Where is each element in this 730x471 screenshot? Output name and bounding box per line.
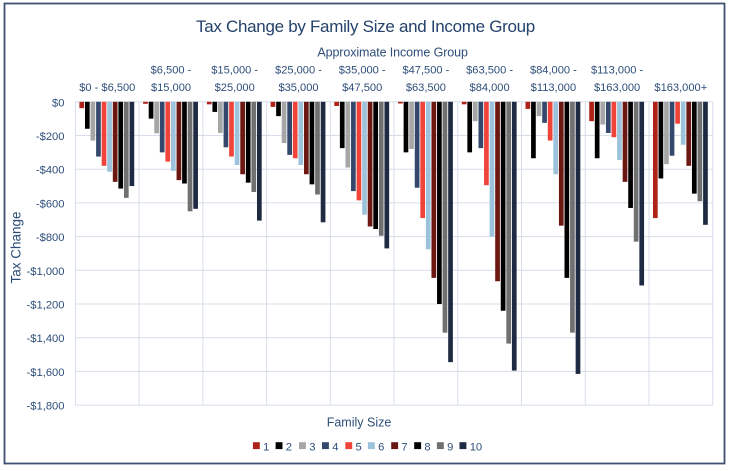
svg-text:$163,000+: $163,000+ xyxy=(654,82,707,94)
svg-text:10: 10 xyxy=(470,442,482,454)
svg-text:-$1,400: -$1,400 xyxy=(27,333,65,345)
svg-text:-$200: -$200 xyxy=(36,131,65,143)
svg-text:$0 - $6,500: $0 - $6,500 xyxy=(79,82,135,94)
svg-text:5: 5 xyxy=(356,442,362,454)
svg-text:4: 4 xyxy=(332,442,338,454)
svg-text:2: 2 xyxy=(286,442,292,454)
svg-text:$35,000: $35,000 xyxy=(278,82,318,94)
svg-text:-$600: -$600 xyxy=(36,198,65,210)
svg-text:$63,500: $63,500 xyxy=(406,82,446,94)
svg-text:-$1,800: -$1,800 xyxy=(27,401,65,413)
svg-text:$15,000 -: $15,000 - xyxy=(211,64,258,76)
svg-text:Tax Change: Tax Change xyxy=(9,211,24,283)
svg-text:-$1,600: -$1,600 xyxy=(27,367,65,379)
svg-text:$84,000: $84,000 xyxy=(470,82,510,94)
svg-text:$47,500: $47,500 xyxy=(342,82,382,94)
svg-text:$163,000: $163,000 xyxy=(594,82,640,94)
svg-text:$35,000 -: $35,000 - xyxy=(339,64,386,76)
svg-text:6: 6 xyxy=(378,442,384,454)
svg-text:$63,500 -: $63,500 - xyxy=(466,64,513,76)
svg-text:Tax Change by Family Size and: Tax Change by Family Size and Income Gro… xyxy=(196,17,535,36)
svg-text:$0: $0 xyxy=(52,97,64,109)
svg-text:$25,000 -: $25,000 - xyxy=(275,64,322,76)
svg-text:-$1,200: -$1,200 xyxy=(27,300,65,312)
svg-text:3: 3 xyxy=(309,442,315,454)
svg-text:8: 8 xyxy=(424,442,430,454)
svg-text:$113,000: $113,000 xyxy=(531,82,576,94)
svg-text:-$800: -$800 xyxy=(36,232,65,244)
svg-text:9: 9 xyxy=(447,442,453,454)
svg-text:Approximate Income Group: Approximate Income Group xyxy=(317,45,468,59)
svg-text:$25,000: $25,000 xyxy=(215,82,255,94)
svg-text:$6,500 -: $6,500 - xyxy=(151,64,192,76)
svg-text:1: 1 xyxy=(263,442,269,454)
svg-text:$15,000: $15,000 xyxy=(151,82,191,94)
svg-text:7: 7 xyxy=(401,442,407,454)
svg-text:$47,500 -: $47,500 - xyxy=(402,64,449,76)
svg-text:Family Size: Family Size xyxy=(327,415,392,429)
svg-text:$84,000 -: $84,000 - xyxy=(530,64,577,76)
svg-text:$113,000 -: $113,000 - xyxy=(591,64,644,76)
svg-text:-$400: -$400 xyxy=(36,165,65,177)
svg-text:-$1,000: -$1,000 xyxy=(27,266,65,278)
